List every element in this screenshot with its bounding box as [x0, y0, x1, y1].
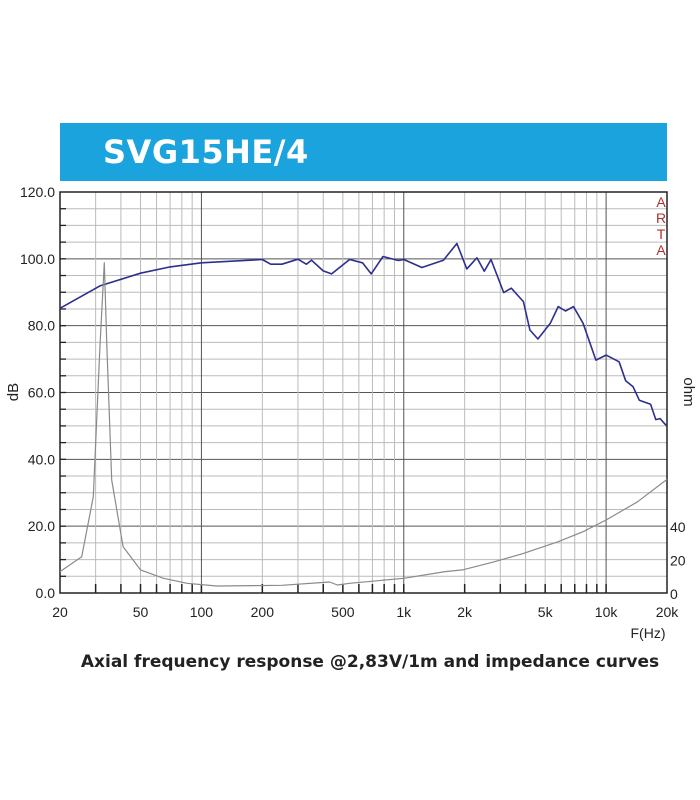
x-tick-label: 20 [52, 604, 68, 620]
x-tick-label: 500 [331, 604, 355, 620]
y2-tick-label: 0 [670, 586, 678, 602]
arta-watermark-letter: A [656, 194, 666, 210]
y-tick-label: 80.0 [28, 318, 55, 334]
x-tick-label: 2k [457, 604, 473, 620]
y2-axis-label: ohm [680, 377, 697, 406]
y-tick-label: 120.0 [20, 184, 55, 200]
chart-title: SVG15HE/4 [103, 133, 309, 171]
x-tick-label: 5k [538, 604, 554, 620]
y2-tick-label: 20 [670, 553, 686, 569]
impedance-curve [59, 262, 668, 587]
y-tick-label: 40.0 [28, 451, 55, 467]
arta-watermark-letter: T [657, 226, 666, 242]
arta-watermark-letter: A [656, 242, 666, 258]
x-tick-label: 50 [133, 604, 149, 620]
plot-frame [59, 191, 668, 594]
title-banner: SVG15HE/4 [60, 123, 667, 181]
x-tick-label: 20k [656, 604, 680, 620]
frequency-response-curve [59, 242, 668, 427]
y-tick-label: 0.0 [36, 585, 56, 601]
arta-watermark-letter: R [656, 210, 666, 226]
x-tick-label: 10k [595, 604, 619, 620]
y-axis-label: dB [5, 383, 22, 401]
x-tick-label: 200 [251, 604, 275, 620]
chart-caption: Axial frequency response @2,83V/1m and i… [80, 652, 660, 672]
x-tick-label: 1k [396, 604, 412, 620]
y-tick-label: 20.0 [28, 518, 55, 534]
y-tick-label: 60.0 [28, 385, 55, 401]
y2-tick-label: 40 [670, 519, 686, 535]
x-tick-label: 100 [190, 604, 214, 620]
y-tick-label: 100.0 [20, 251, 55, 267]
x-axis-label: F(Hz) [631, 625, 666, 641]
